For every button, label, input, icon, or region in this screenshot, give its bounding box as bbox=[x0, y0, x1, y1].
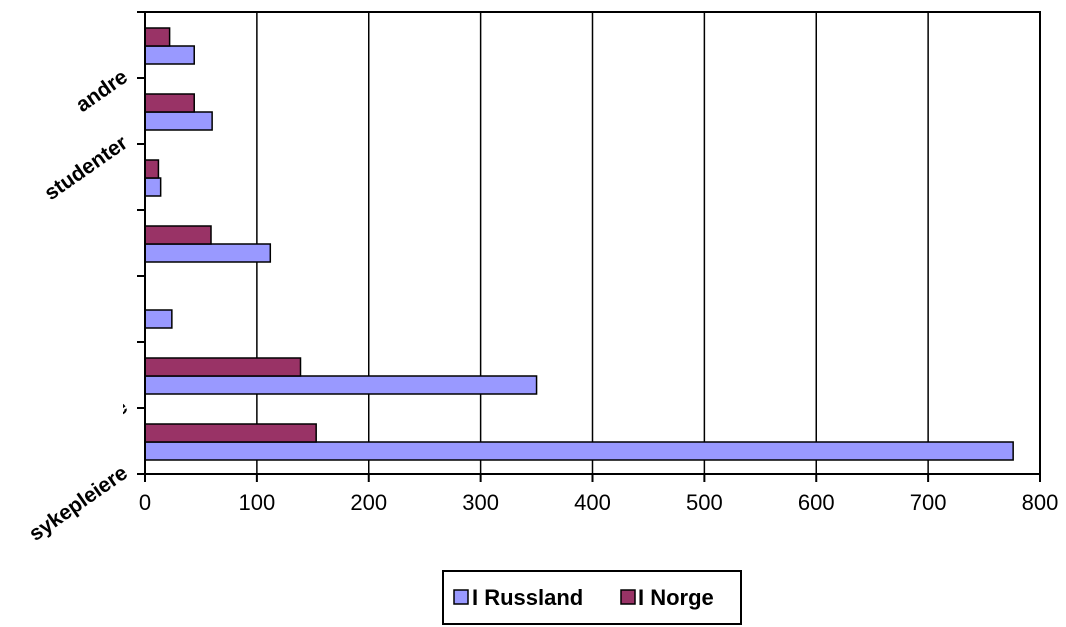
x-tick-label: 300 bbox=[462, 490, 499, 515]
legend: I Russland I Norge bbox=[443, 571, 741, 624]
y-category-label: andre bbox=[72, 65, 132, 117]
bar-russland bbox=[145, 244, 270, 262]
label-mask bbox=[8, 392, 123, 432]
legend-swatch-norge bbox=[621, 590, 635, 604]
bar-norge bbox=[145, 424, 316, 442]
x-tick-label: 500 bbox=[686, 490, 723, 515]
bars bbox=[145, 28, 1013, 460]
legend-swatch-russland bbox=[454, 590, 468, 604]
x-tick-label: 100 bbox=[239, 490, 276, 515]
x-tick-label: 600 bbox=[798, 490, 835, 515]
bar-russland bbox=[145, 442, 1013, 460]
x-tick-label: 0 bbox=[139, 490, 151, 515]
bar-russland bbox=[145, 376, 537, 394]
y-category-label: studenter bbox=[40, 131, 132, 205]
bar-russland bbox=[145, 310, 172, 328]
x-tick-labels: 0 100 200 300 400 500 600 700 800 bbox=[139, 474, 1058, 515]
bar-norge bbox=[145, 94, 194, 112]
x-tick-label: 200 bbox=[350, 490, 387, 515]
bar-norge bbox=[145, 226, 211, 244]
x-tick-label: 400 bbox=[574, 490, 611, 515]
y-category-labels: sykepleierelestudenterandre bbox=[25, 12, 145, 546]
bar-norge bbox=[145, 160, 158, 178]
bar-norge bbox=[145, 28, 170, 46]
bar-russland bbox=[145, 112, 212, 130]
bar-russland bbox=[145, 46, 194, 64]
x-tick-label: 700 bbox=[910, 490, 947, 515]
x-tick-label: 800 bbox=[1022, 490, 1059, 515]
legend-label-norge: I Norge bbox=[638, 585, 714, 610]
bar-norge bbox=[145, 358, 301, 376]
y-category-label: sykepleiere bbox=[25, 461, 132, 545]
gridlines bbox=[145, 12, 1040, 474]
bar-russland bbox=[145, 178, 161, 196]
legend-label-russland: I Russland bbox=[472, 585, 583, 610]
